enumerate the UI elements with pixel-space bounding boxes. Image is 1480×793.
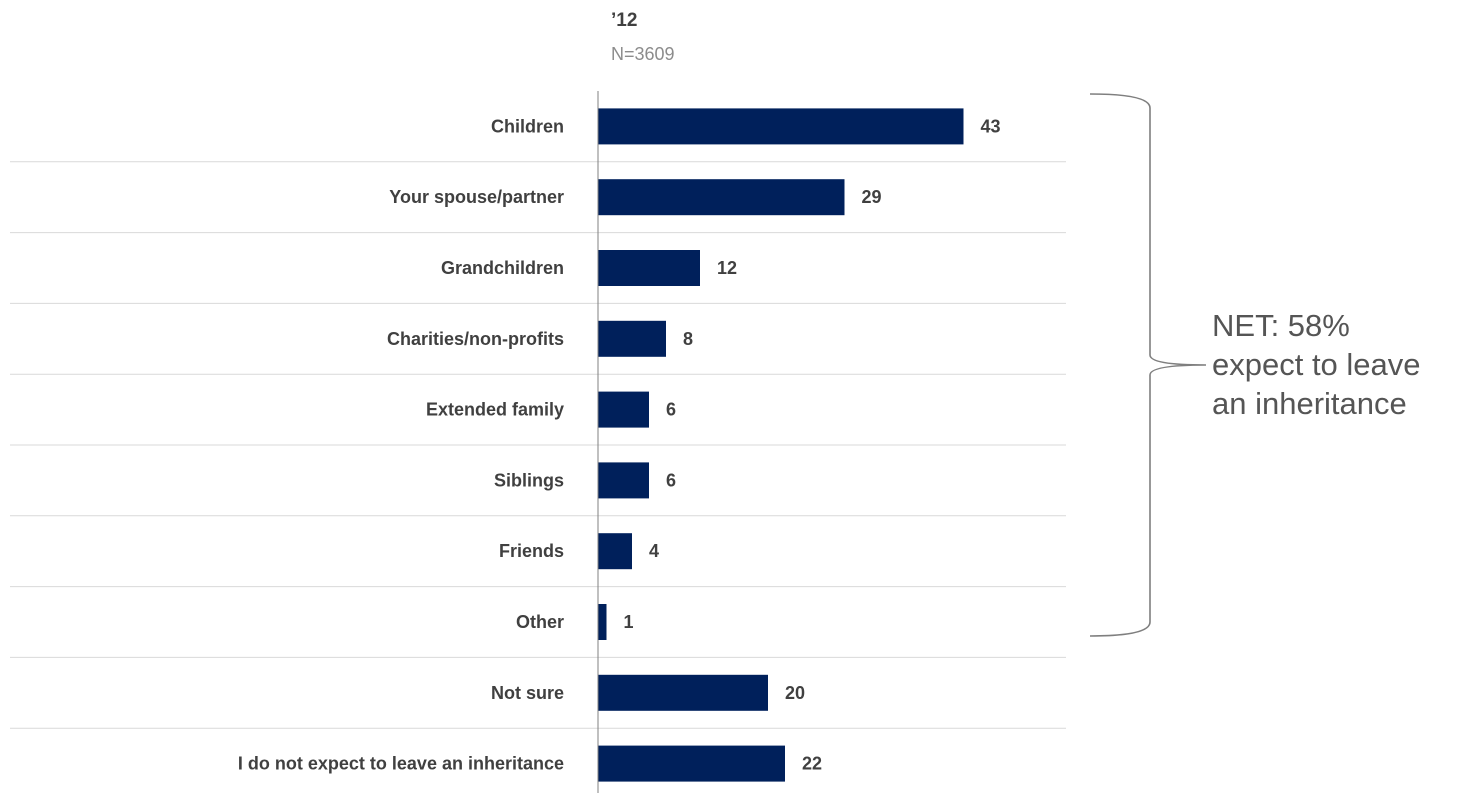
category-label: Charities/non-profits [387, 329, 564, 349]
bar-value-label: 43 [981, 116, 1001, 136]
bar [598, 674, 768, 711]
category-label: I do not expect to leave an inheritance [238, 754, 564, 774]
bar-value-label: 29 [862, 187, 882, 207]
bar [598, 179, 845, 216]
category-label: Friends [499, 541, 564, 561]
bar-value-label: 8 [683, 329, 693, 349]
bar-value-label: 6 [666, 400, 676, 420]
net-bracket [1089, 93, 1207, 637]
net-annotation: NET: 58% expect to leave an inheritance [1212, 306, 1480, 423]
category-label: Children [491, 116, 564, 136]
bar [598, 462, 649, 499]
net-annotation-line-3: an inheritance [1212, 386, 1407, 421]
bar [598, 745, 785, 782]
category-label: Grandchildren [441, 258, 564, 278]
sample-size-label: N=3609 [611, 44, 675, 64]
bar [598, 533, 632, 570]
bar-value-label: 6 [666, 470, 676, 490]
bar-value-label: 1 [624, 612, 634, 632]
bar-value-label: 4 [649, 541, 659, 561]
bar-value-label: 12 [717, 258, 737, 278]
bar [598, 250, 700, 286]
bar-value-label: 20 [785, 683, 805, 703]
bar [598, 604, 607, 640]
category-label: Extended family [426, 400, 564, 420]
category-label: Siblings [494, 470, 564, 490]
category-label: Other [516, 612, 564, 632]
net-annotation-line-1: NET: 58% [1212, 308, 1350, 343]
category-label: Your spouse/partner [389, 187, 564, 207]
category-label: Not sure [491, 683, 564, 703]
bar [598, 320, 666, 357]
bar [598, 391, 649, 428]
bar-value-label: 22 [802, 754, 822, 774]
bar [598, 108, 964, 145]
net-annotation-line-2: expect to leave [1212, 347, 1421, 382]
series-label: ’12 [611, 10, 638, 31]
